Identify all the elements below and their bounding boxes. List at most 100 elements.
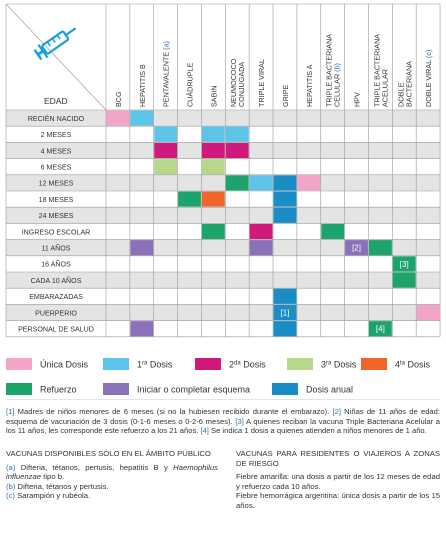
legend-swatch-anual [272,383,298,395]
dose-cell [130,321,154,337]
footnotes: [1] Madres de niños menores de 6 meses (… [6,407,440,436]
legend-rest: Dosis [331,360,357,370]
row-band [6,174,440,191]
column-header-text: HEPATITIS B [138,64,147,107]
syringe-part [33,49,43,61]
header-diagonal [5,3,107,111]
column-header: CELULAR (b) [333,63,342,107]
dose-cell [201,159,225,175]
dose-cell [416,304,440,321]
syringe-part [37,44,49,59]
legend-num: 3 [321,360,326,370]
footnote-text-1: Madres de niños menores de 6 meses (si n… [14,407,333,416]
legend-sup: ra [142,361,148,367]
legend-label-ref: Refuerzo [40,385,77,395]
dose-cell [130,240,154,256]
dose-cell [154,126,178,142]
legend-swatch-ref [6,383,32,395]
column-header-text: TRIPLE VIRAL [257,59,266,107]
dose-cell [297,175,321,191]
row-label: 11 AÑOS [41,244,70,253]
dose-cell [368,321,392,337]
legend-label-iniciar: Iniciar o completar esquema [137,385,250,395]
legend-sup: ra [326,361,332,367]
ref-c: (c) [6,491,15,501]
risk-zones-yellow-fever: Fiebre amarilla: una dosis a partir de l… [236,472,440,491]
footnote-ref-4: [4] [200,426,209,436]
row-band [6,304,440,321]
row-label: CADA 10 AÑOS [31,276,82,285]
footnote-ref-3: [3] [235,416,244,426]
column-header-ref: (c) [424,50,433,58]
column-header: TRIPLE VIRAL [257,59,266,107]
dose-cell [273,304,297,321]
legend-label-d3: 3ra Dosis [321,360,357,370]
row-band [6,207,440,224]
dose-cell [273,288,297,304]
column-header: DOBLE VIRAL (c) [424,50,433,107]
dose-cell [154,159,178,175]
dose-cell [273,207,297,223]
legend-text: Refuerzo [40,385,77,395]
legend-swatch-d1 [103,358,129,370]
footnote-text-3: A quienes reciban la vacuna Triple Bacte… [6,416,440,436]
legend-swatch-d4 [361,358,387,370]
dose-cell [201,223,225,240]
column-header-text: CUÁDRUPLE [186,62,195,107]
legend-num: 4 [395,360,400,370]
column-header-text: ACELULAR [380,69,389,107]
dose-cell [225,175,249,191]
legend-num: 2 [229,360,234,370]
public-scope-item-c: (c) Sarampión y rubéola. [6,491,218,501]
legend-label-d4: 4ta Dosis [395,360,431,370]
legend-swatch-d2 [195,358,221,370]
column-header: SABIN [209,85,218,107]
legend-swatch-d3 [287,358,313,370]
row-band [6,239,440,256]
dose-cell [201,126,225,142]
syringe-part [56,34,61,40]
legend-num: 1 [137,360,142,370]
dose-cell [225,142,249,159]
public-scope-item-a: (a) Difteria, tétanos, pertusis, hepatit… [6,463,218,482]
syringe-part [51,38,56,44]
public-scope-section: VACUNAS DISPONIBLES SÓLO EN EL ÁMBITO PÚ… [6,449,218,501]
syringe-icon [33,27,77,61]
footnote-text-4: Se indica 1 dosis a quienes atienden a n… [208,426,427,436]
footnote-ref-1: [1] [6,407,15,416]
syringe-part [41,30,70,55]
item-a-italic: Haemophilus influenzae [6,462,218,482]
dose-cell [178,191,201,207]
column-header: ACELULAR [380,69,389,107]
column-header-text: CELULAR [333,72,342,107]
dose-cell [201,142,225,159]
dose-cell [273,321,297,337]
dose-cell [249,223,273,240]
column-header: NEUMOCOCO [229,58,238,107]
row-label: 16 AÑOS [41,260,71,269]
row-label: 6 MESES [41,164,72,172]
column-header: TRIPLE BACTERIANA [372,34,381,107]
column-header-text: TRIPLE BACTERIANA [372,34,381,107]
dose-cell [249,240,273,256]
row-label: 24 MESES [39,212,74,220]
dose-cell [273,191,297,207]
legend-swatch-unica [6,358,32,370]
row-band [6,272,440,289]
column-header: BCG [114,91,123,107]
risk-zones-title: VACUNAS PARA RESIDENTES O VIAJEROS A ZON… [236,449,440,468]
column-header-text: BCG [114,91,123,107]
dose-note: [3] [400,260,409,269]
dose-cell [225,126,249,142]
dose-cell [368,240,392,256]
dose-note: [4] [376,325,385,334]
legend-rest: Dosis [147,360,173,370]
ref-b: (b) [6,481,16,491]
column-header: GRIPE [281,84,290,107]
dose-cell [154,142,178,159]
dose-cell [130,110,154,126]
column-header: PENTAVALENTE (a) [162,41,171,107]
syringe-part [46,41,51,47]
row-label: INGRESO ESCOLAR [22,228,91,236]
